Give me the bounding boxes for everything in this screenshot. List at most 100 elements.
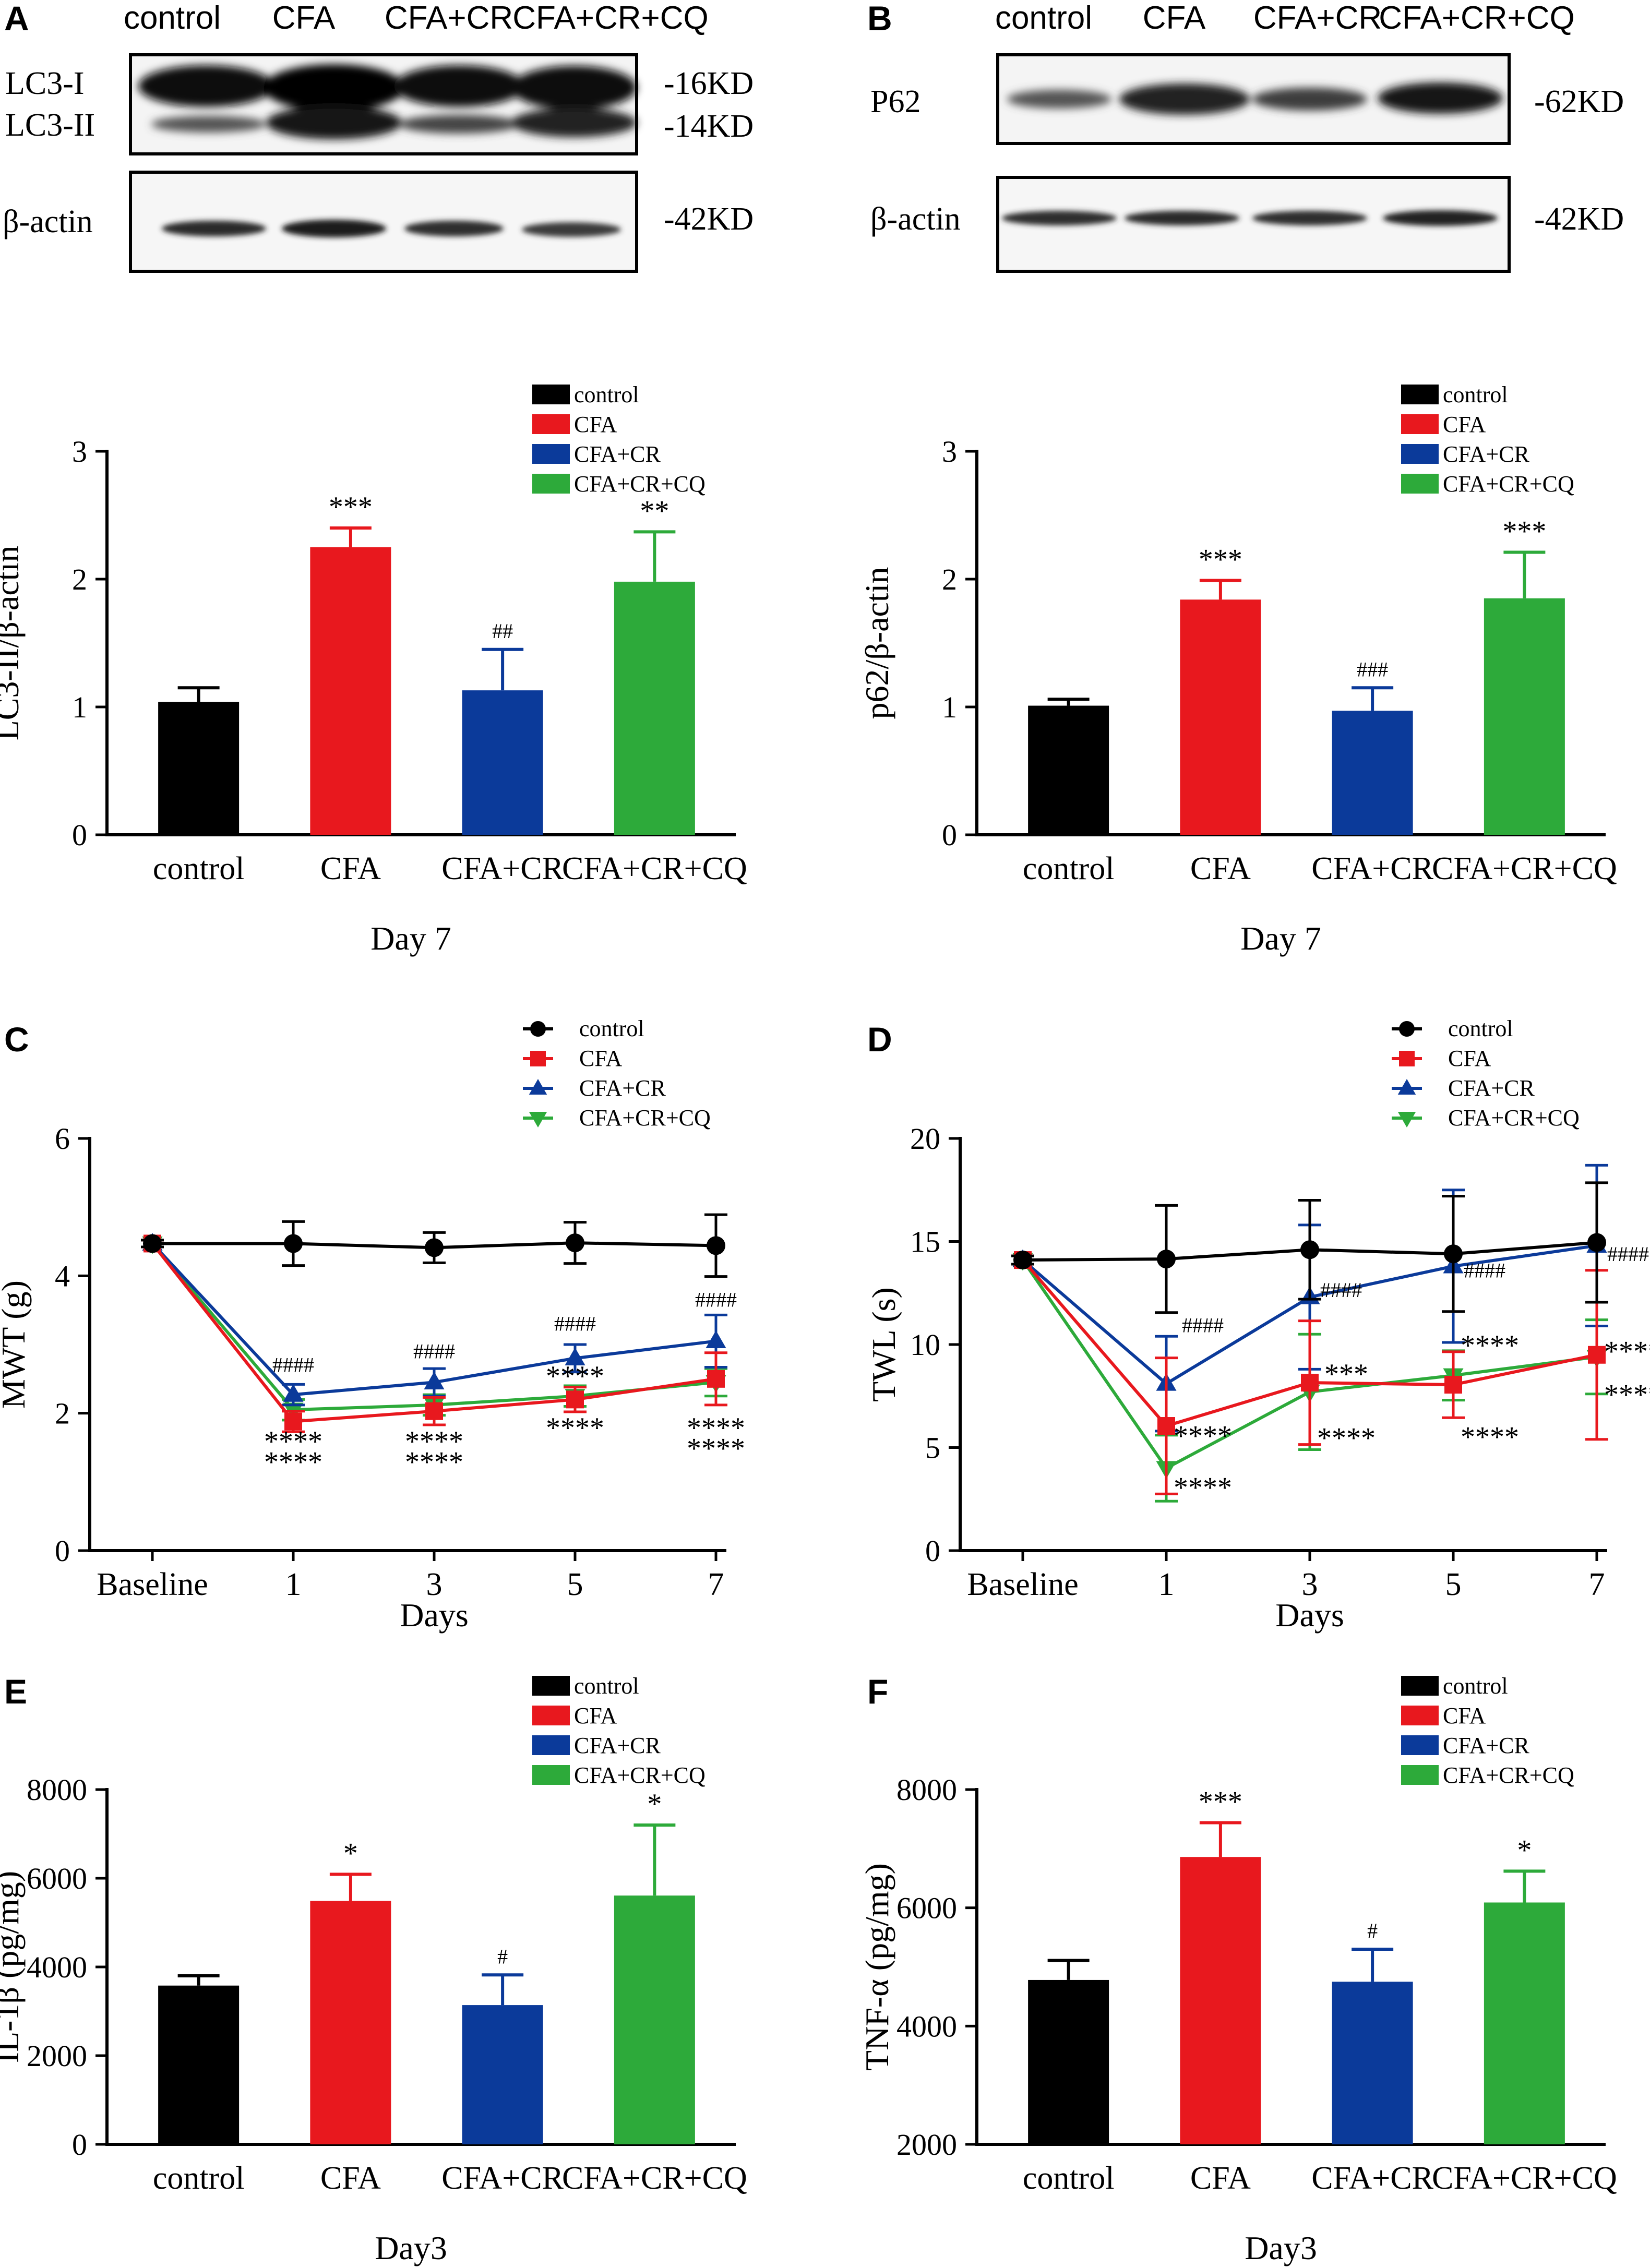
data-point	[1399, 1021, 1415, 1037]
y-tick-label: 2000	[896, 2128, 957, 2162]
bar	[1028, 705, 1109, 835]
y-tick-label: 2	[942, 562, 957, 596]
x-tick-label: CFA+CR	[441, 2161, 564, 2196]
legend-label: CFA	[574, 1703, 617, 1729]
x-tick-label: CFA+CR	[1311, 851, 1433, 886]
x-tick-label: 5	[1445, 1567, 1462, 1602]
significance-label: *	[1517, 1834, 1532, 1866]
data-point	[1444, 1376, 1462, 1394]
data-point	[1301, 1374, 1319, 1392]
y-tick-label: 6	[55, 1122, 70, 1156]
significance-label: #	[497, 1945, 508, 1968]
y-tick-label: 5	[925, 1431, 940, 1465]
significance-label: ****	[1461, 1329, 1519, 1362]
y-tick-label: 0	[72, 2128, 87, 2162]
data-point	[1587, 1233, 1606, 1252]
legend-swatch	[532, 414, 570, 434]
significance-label: ****	[264, 1446, 322, 1479]
x-tick-label: CFA+CR+CQ	[1432, 2161, 1617, 2196]
significance-label: *	[343, 1837, 358, 1869]
legend: control CFA CFA+CR CFA+CR+CQ	[1392, 1016, 1580, 1131]
legend-label: control	[1443, 1673, 1508, 1699]
y-axis-title: LC3-II/β-actin	[0, 546, 26, 741]
bar	[1180, 1857, 1261, 2144]
legend: control CFA CFA+CR CFA+CR+CQ	[1401, 382, 1574, 497]
bar	[158, 1985, 240, 2144]
data-point	[1397, 1079, 1416, 1095]
x-tick-label: control	[1023, 851, 1115, 886]
legend-label: CFA+CR+CQ	[1443, 471, 1574, 497]
significance-label: ***	[1324, 1358, 1368, 1390]
bar	[1484, 598, 1565, 835]
blot-lane-label: control	[124, 0, 221, 36]
bar	[1484, 1902, 1565, 2144]
panel-label-f: F	[867, 1672, 888, 1711]
x-axis-title: Day3	[1245, 2229, 1317, 2266]
significance-label: ####	[1320, 1278, 1362, 1302]
blot-kd-label: -62KD	[1534, 84, 1624, 119]
x-tick-label: 7	[708, 1567, 724, 1602]
x-axis-title: Days	[400, 1597, 469, 1634]
significance-label: ****	[546, 1412, 604, 1444]
y-tick-label: 2	[55, 1397, 70, 1431]
y-tick-label: 8000	[896, 1773, 957, 1807]
data-point	[566, 1390, 584, 1409]
legend-swatch	[1401, 414, 1439, 434]
blot-band-label: β-actin	[3, 204, 93, 239]
data-point	[707, 1236, 725, 1255]
y-tick-label: 2000	[27, 2039, 87, 2073]
y-tick-label: 4000	[27, 1950, 87, 1984]
data-point	[1588, 1346, 1606, 1364]
x-tick-label: 1	[1158, 1567, 1175, 1602]
significance-label: ****	[687, 1432, 745, 1465]
legend-label: CFA	[574, 412, 617, 437]
significance-label: ****	[405, 1425, 463, 1458]
blot-kd-label: -42KD	[1534, 201, 1624, 237]
data-point	[1399, 1051, 1415, 1066]
legend-label: CFA	[1448, 1046, 1491, 1071]
data-point	[1013, 1251, 1032, 1270]
data-point	[284, 1234, 303, 1253]
panel-label-d: D	[867, 1020, 892, 1059]
data-point	[565, 1347, 585, 1365]
legend: control CFA CFA+CR CFA+CR+CQ	[532, 1673, 706, 1788]
y-tick-label: 15	[910, 1225, 940, 1259]
significance-label: ****	[264, 1425, 322, 1458]
x-tick-label: control	[153, 851, 245, 886]
bar-chart-e: 0 2000 4000 6000 8000 control CFA * CFA+CR # CFA+C…	[0, 1773, 747, 2266]
legend-label: CFA	[579, 1046, 623, 1071]
x-tick-label: CFA	[1190, 2161, 1251, 2196]
blot-kd-label: -16KD	[664, 66, 754, 101]
legend-swatch	[1401, 1735, 1439, 1755]
actin-bands-a	[162, 220, 621, 237]
x-tick-label: Baseline	[967, 1567, 1079, 1602]
legend-swatch	[1401, 444, 1439, 464]
legend-label: CFA+CR	[1443, 441, 1529, 467]
blot-lane-label: CFA+CR	[1253, 0, 1382, 36]
y-tick-label: 3	[942, 435, 957, 469]
significance-label: ####	[695, 1288, 737, 1312]
legend: control CFA CFA+CR CFA+CR+CQ	[532, 382, 706, 497]
significance-label: ***	[1199, 1785, 1242, 1818]
legend-label: CFA+CR	[1443, 1733, 1529, 1758]
legend-swatch	[532, 1765, 570, 1785]
significance-label: ****	[546, 1360, 604, 1393]
legend-label: CFA+CR	[574, 441, 661, 467]
significance-label: *	[647, 1788, 662, 1820]
legend-label: CFA+CR	[579, 1075, 666, 1101]
x-tick-label: CFA+CR+CQ	[1432, 851, 1617, 886]
y-axis-title: TWL (s)	[865, 1287, 902, 1402]
series-cfa-cr	[141, 1233, 727, 1407]
legend-swatch	[1401, 474, 1439, 494]
significance-label: ****	[1604, 1336, 1650, 1368]
legend-label: control	[574, 1673, 639, 1699]
blot-lane-label: control	[995, 0, 1092, 36]
legend-label: CFA+CR+CQ	[574, 1762, 706, 1788]
data-point	[1157, 1417, 1175, 1435]
blot-lane-label: CFA+CR+CQ	[512, 0, 709, 36]
x-tick-label: control	[1023, 2161, 1115, 2196]
blot-band-label: LC3-II	[5, 107, 95, 143]
y-tick-label: 1	[942, 690, 957, 724]
